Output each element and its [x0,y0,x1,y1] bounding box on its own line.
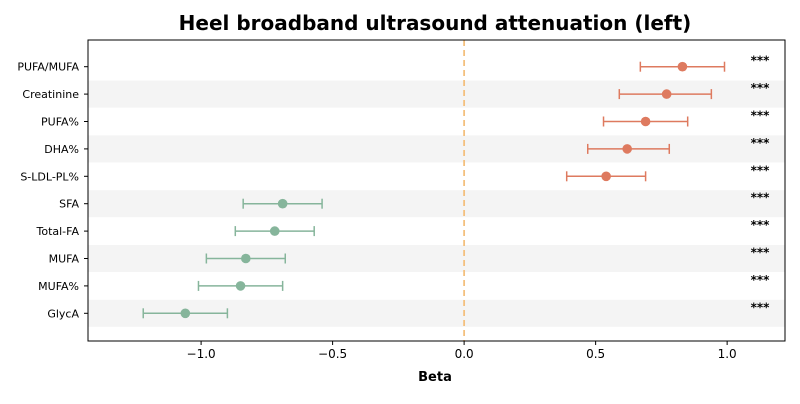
estimate-point [277,198,288,209]
significance-label: *** [751,81,771,95]
y-tick-label: MUFA [49,253,80,266]
y-tick-label: Total-FA [35,225,79,238]
y-tick-label: DHA% [44,143,79,156]
significance-label: *** [751,54,771,68]
estimate-point [661,89,672,99]
significance-label: *** [751,273,771,287]
axes: PUFA/MUFA Creatinine PUFA% DHA% S-LDL-PL% SFA… [17,39,786,361]
y-tick-label: S-LDL-PL% [20,170,79,183]
x-axis-label: Beta [418,370,452,385]
estimate-point [235,281,246,291]
significance-label: *** [751,246,771,260]
row-band [88,245,785,272]
significance-label: *** [751,300,771,314]
x-tick-label: 0.0 [455,347,474,361]
estimate-point [640,116,651,127]
x-tick-label: −1.0 [187,347,216,361]
y-tick-label: PUFA/MUFA [17,61,79,74]
data-marks: *** *** *** *** *** *** *** *** *** *** [142,54,771,319]
significance-label: *** [751,218,771,232]
chart-title: Heel broadband ultrasound attenuation (l… [179,11,692,35]
y-tick-label: Creatinine [22,88,79,101]
x-tick-label: 1.0 [718,347,737,361]
x-tick-label: 0.5 [586,347,605,361]
estimate-point [180,308,191,319]
plot-frame [87,39,786,342]
row-bands [88,80,785,327]
row-band [88,190,785,218]
estimate-point [622,144,632,154]
x-tick-label: −0.5 [318,347,347,361]
y-tick-label: GlycA [47,307,79,320]
row-band [88,135,785,163]
estimate-point [601,171,611,182]
y-tick-label: SFA [59,198,79,211]
significance-label: *** [751,191,771,205]
y-tick-label: PUFA% [41,116,79,129]
estimate-point [677,61,688,72]
estimate-point [269,226,280,236]
significance-label: *** [751,109,771,123]
y-tick-label: MUFA% [38,280,79,293]
significance-label: *** [751,136,771,150]
significance-label: *** [751,163,771,177]
estimate-point [241,253,251,264]
